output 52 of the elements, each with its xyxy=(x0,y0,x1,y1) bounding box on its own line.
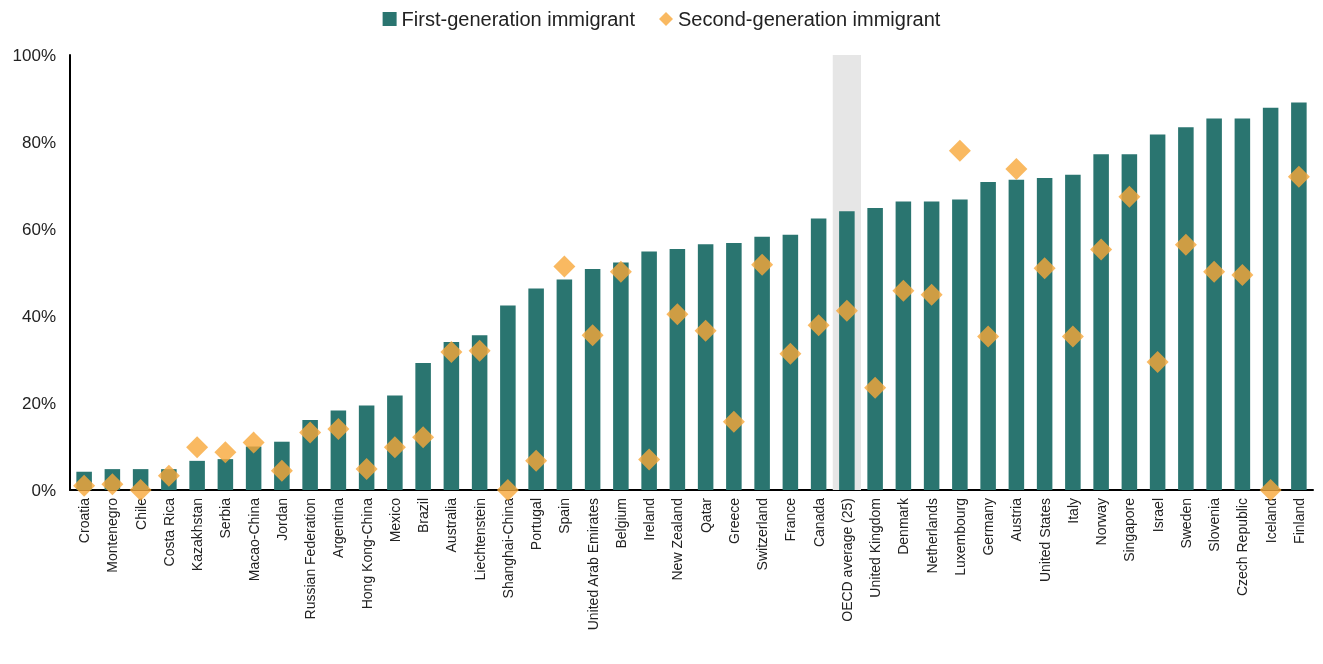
x-tick-label: Switzerland xyxy=(754,498,771,571)
x-tick-label: New Zealand xyxy=(669,498,686,581)
x-tick-label: United Arab Emirates xyxy=(584,498,601,631)
x-tick-label: Liechtenstein xyxy=(471,498,488,581)
x-tick-label: Costa Rica xyxy=(160,497,177,567)
x-tick-label: Germany xyxy=(980,498,997,556)
x-tick-label: Ireland xyxy=(641,498,658,541)
x-tick-label: France xyxy=(782,497,799,542)
legend-label: First-generation immigrant xyxy=(401,8,636,30)
x-tick-label: Israel xyxy=(1149,498,1166,533)
x-tick-label: United Kingdom xyxy=(867,498,884,598)
legend-label: Second-generation immigrant xyxy=(678,8,941,30)
x-tick-label: Iceland xyxy=(1262,498,1279,544)
x-tick-label: Austria xyxy=(1008,497,1025,542)
x-tick-label: Norway xyxy=(1093,498,1110,546)
x-tick-label: Argentina xyxy=(330,497,347,558)
y-tick-label: 0% xyxy=(31,480,56,500)
x-tick-label: Russian Federation xyxy=(302,498,319,620)
x-tick-label: Netherlands xyxy=(923,498,940,574)
y-tick-label: 80% xyxy=(21,132,56,152)
x-tick-label: Belgium xyxy=(612,498,629,549)
x-tick-label: Brazil xyxy=(415,498,432,534)
x-tick-label: Finland xyxy=(1290,498,1307,544)
x-tick-label: Luxembourg xyxy=(951,498,968,576)
x-tick-label: Hong Kong-China xyxy=(358,497,375,610)
x-tick-label: Shanghai-China xyxy=(499,497,516,599)
x-tick-label: Greece xyxy=(725,497,742,544)
x-tick-label: Portugal xyxy=(528,498,545,551)
x-tick-label: Serbia xyxy=(217,497,234,539)
x-tick-label: Singapore xyxy=(1121,497,1138,562)
x-tick-label: United States xyxy=(1036,498,1053,583)
x-tick-label: Italy xyxy=(1064,498,1081,524)
x-tick-label: Qatar xyxy=(697,497,714,534)
x-tick-label: Montenegro xyxy=(104,497,121,573)
y-tick-label: 100% xyxy=(12,45,56,65)
x-tick-label: Slovenia xyxy=(1206,497,1223,552)
x-tick-label: Mexico xyxy=(386,497,403,543)
x-tick-label: Czech Republic xyxy=(1234,498,1251,597)
x-tick-label: Australia xyxy=(443,497,460,553)
x-tick-label: Croatia xyxy=(76,497,93,544)
x-tick-label: Sweden xyxy=(1177,498,1194,549)
y-tick-label: 60% xyxy=(21,219,56,239)
x-tick-label: Chile xyxy=(132,497,149,530)
x-tick-label: Macao-China xyxy=(245,497,262,582)
x-tick-label: OECD average (25) xyxy=(838,498,855,622)
x-tick-label: Jordan xyxy=(273,498,290,541)
y-tick-label: 40% xyxy=(21,306,56,326)
y-tick-label: 20% xyxy=(21,393,56,413)
x-tick-label: Kazakhstan xyxy=(189,498,206,572)
x-tick-label: Denmark xyxy=(895,497,912,555)
x-tick-label: Spain xyxy=(556,498,573,534)
x-tick-label: Canada xyxy=(810,497,827,548)
